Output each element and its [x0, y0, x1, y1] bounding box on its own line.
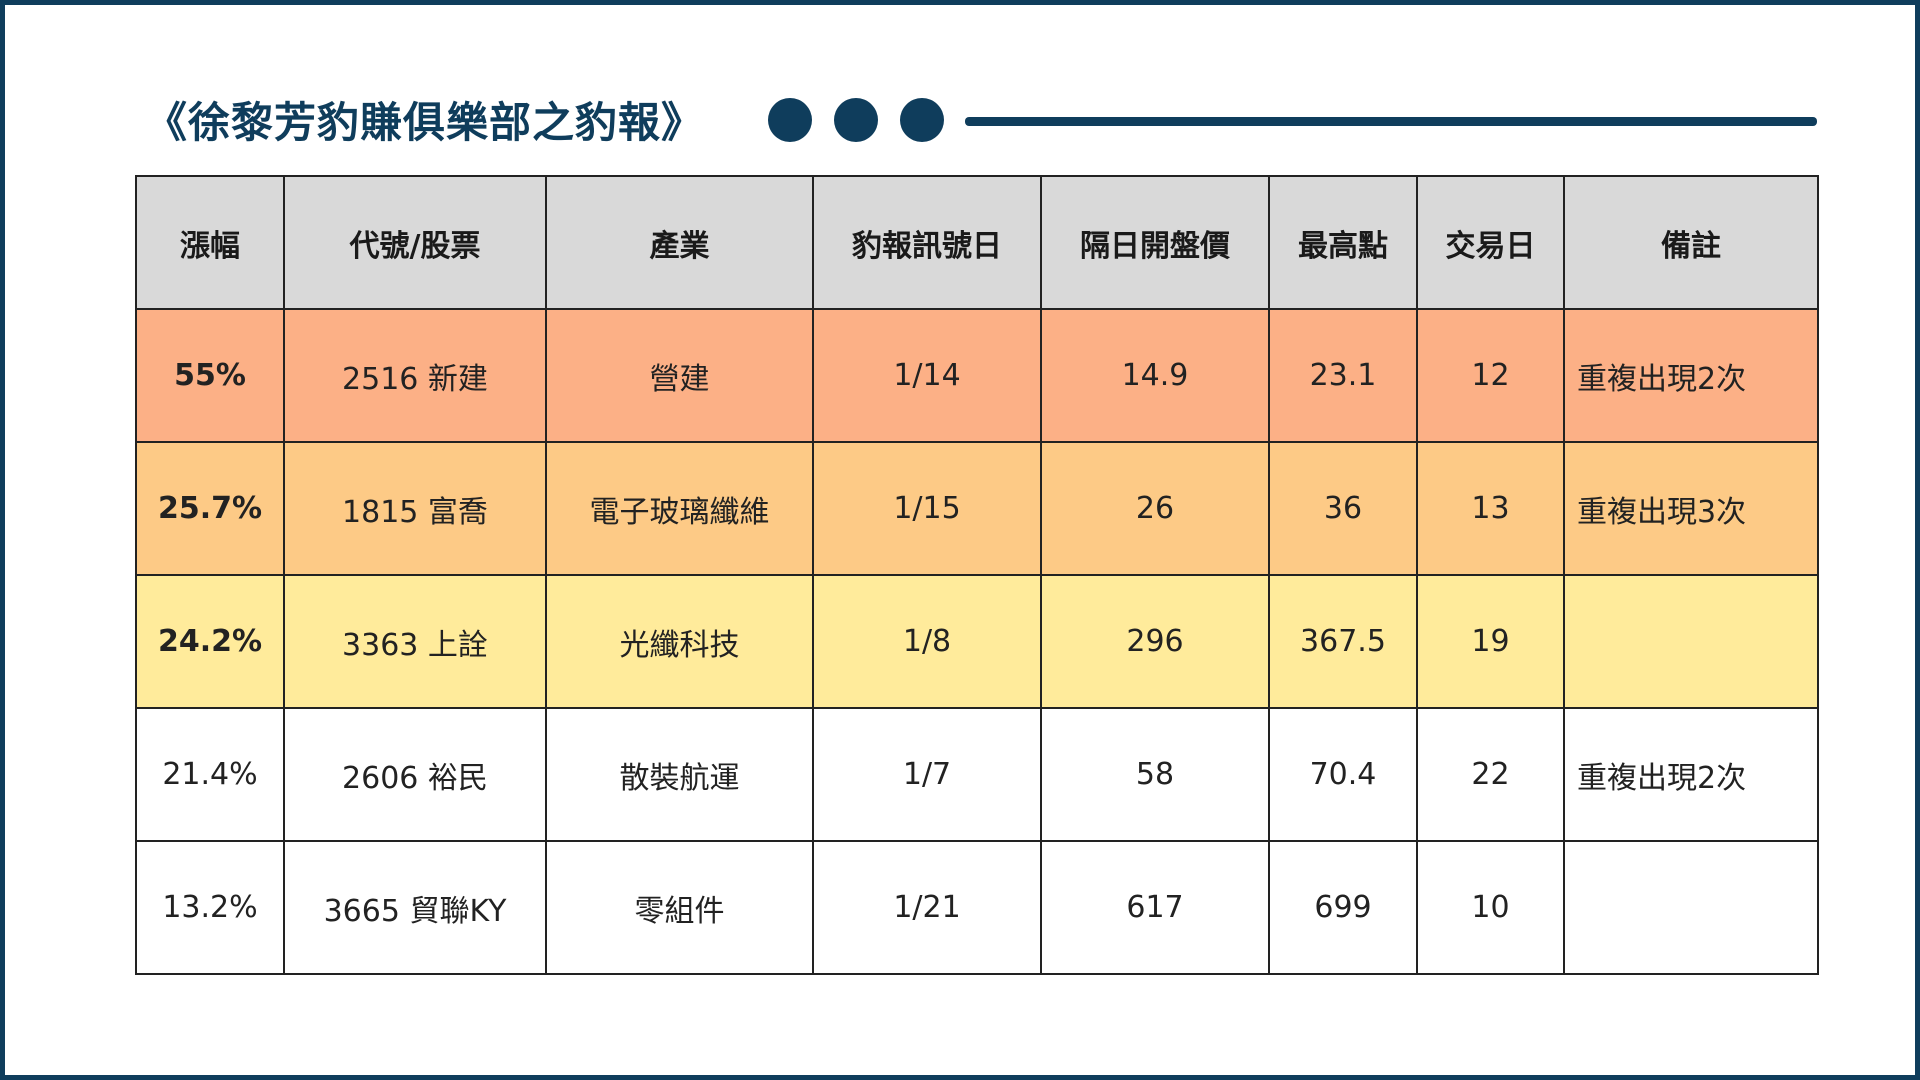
signal-date-cell: 1/15	[812, 441, 1042, 576]
industry-cell: 電子玻璃纖維	[545, 441, 814, 576]
ticker-cell: 2606 裕民	[283, 707, 547, 842]
decorative-dot-2	[834, 98, 878, 142]
ticker-cell: 2516 新建	[283, 308, 547, 443]
trading-days-cell: 13	[1416, 441, 1565, 576]
next-open-cell: 58	[1040, 707, 1270, 842]
table-row: 21.4% 2606 裕民 散裝航運 1/7 58 70.4 22 重複出現2次	[135, 707, 1819, 842]
decorative-dot-3	[900, 98, 944, 142]
column-header-next-open: 隔日開盤價	[1040, 175, 1270, 310]
high-cell: 70.4	[1268, 707, 1418, 842]
industry-cell: 營建	[545, 308, 814, 443]
high-cell: 23.1	[1268, 308, 1418, 443]
industry-cell: 散裝航運	[545, 707, 814, 842]
industry-cell: 零組件	[545, 840, 814, 975]
gain-cell: 13.2%	[135, 840, 285, 975]
gain-cell: 55%	[135, 308, 285, 443]
high-cell: 699	[1268, 840, 1418, 975]
next-open-cell: 617	[1040, 840, 1270, 975]
trading-days-cell: 10	[1416, 840, 1565, 975]
signal-date-cell: 1/7	[812, 707, 1042, 842]
column-header-trading-days: 交易日	[1416, 175, 1565, 310]
note-cell: 重複出現2次	[1563, 707, 1819, 842]
next-open-cell: 26	[1040, 441, 1270, 576]
gain-cell: 25.7%	[135, 441, 285, 576]
signal-date-cell: 1/21	[812, 840, 1042, 975]
table-header-row: 漲幅 代號/股票 產業 豹報訊號日 隔日開盤價 最高點 交易日 備註	[135, 175, 1819, 310]
note-cell	[1563, 840, 1819, 975]
high-cell: 36	[1268, 441, 1418, 576]
column-header-high: 最高點	[1268, 175, 1418, 310]
column-header-gain: 漲幅	[135, 175, 285, 310]
table-row: 13.2% 3665 貿聯KY 零組件 1/21 617 699 10	[135, 840, 1819, 975]
note-cell: 重複出現2次	[1563, 308, 1819, 443]
table-row: 24.2% 3363 上詮 光纖科技 1/8 296 367.5 19	[135, 574, 1819, 709]
table-row: 55% 2516 新建 營建 1/14 14.9 23.1 12 重複出現2次	[135, 308, 1819, 443]
ticker-cell: 1815 富喬	[283, 441, 547, 576]
signal-date-cell: 1/8	[812, 574, 1042, 709]
ticker-cell: 3363 上詮	[283, 574, 547, 709]
column-header-signal-date: 豹報訊號日	[812, 175, 1042, 310]
gain-cell: 21.4%	[135, 707, 285, 842]
industry-cell: 光纖科技	[545, 574, 814, 709]
trading-days-cell: 22	[1416, 707, 1565, 842]
note-cell	[1563, 574, 1819, 709]
note-cell: 重複出現3次	[1563, 441, 1819, 576]
high-cell: 367.5	[1268, 574, 1418, 709]
signal-date-cell: 1/14	[812, 308, 1042, 443]
page-title: 《徐黎芳豹賺俱樂部之豹報》	[145, 98, 705, 147]
next-open-cell: 296	[1040, 574, 1270, 709]
ticker-cell: 3665 貿聯KY	[283, 840, 547, 975]
gain-cell: 24.2%	[135, 574, 285, 709]
trading-days-cell: 12	[1416, 308, 1565, 443]
column-header-note: 備註	[1563, 175, 1819, 310]
table-row: 25.7% 1815 富喬 電子玻璃纖維 1/15 26 36 13 重複出現3…	[135, 441, 1819, 576]
next-open-cell: 14.9	[1040, 308, 1270, 443]
decorative-dot-1	[768, 98, 812, 142]
decorative-rule	[965, 117, 1817, 126]
column-header-industry: 產業	[545, 175, 814, 310]
stock-table: 漲幅 代號/股票 產業 豹報訊號日 隔日開盤價 最高點 交易日 備註 55% 2…	[135, 175, 1819, 975]
column-header-ticker: 代號/股票	[283, 175, 547, 310]
trading-days-cell: 19	[1416, 574, 1565, 709]
